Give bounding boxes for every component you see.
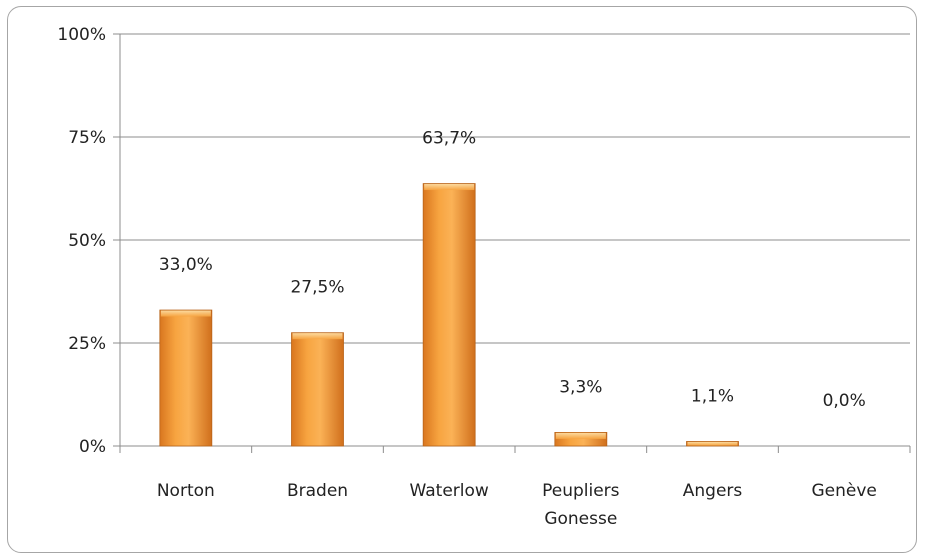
labels: 0% 25% 50% 75% 100% 33,0% Norton 27,5% Braden 63,… [57, 25, 876, 529]
bar [422, 183, 476, 447]
y-tick-label: 75% [68, 128, 106, 148]
bars [159, 183, 739, 447]
bar-highlight [424, 184, 475, 191]
bar-highlight [687, 441, 738, 446]
bar [291, 332, 344, 447]
category-label: Waterlow [410, 481, 489, 501]
bar-highlight [160, 310, 211, 317]
category-label: Norton [157, 481, 215, 501]
data-label: 33,0% [159, 255, 213, 275]
category-label: Braden [287, 481, 348, 501]
y-tick-label: 50% [68, 231, 106, 251]
y-tick-label: 100% [57, 25, 106, 45]
data-label: 27,5% [290, 278, 344, 298]
category-label: Angers [683, 481, 743, 501]
category-label: Genève [811, 481, 876, 501]
gridlines [120, 33, 910, 344]
data-label: 1,1% [691, 386, 734, 406]
bar [159, 309, 213, 447]
bar-highlight [555, 432, 606, 439]
y-tick-label: 0% [79, 437, 106, 457]
data-label: 3,3% [559, 377, 602, 397]
y-tick-label: 25% [68, 334, 106, 354]
axes [113, 33, 911, 453]
data-label: 0,0% [823, 391, 866, 411]
bar-highlight [292, 333, 343, 340]
category-label: Gonesse [544, 509, 617, 529]
data-label: 63,7% [422, 129, 476, 149]
category-label: Peupliers [542, 481, 620, 501]
